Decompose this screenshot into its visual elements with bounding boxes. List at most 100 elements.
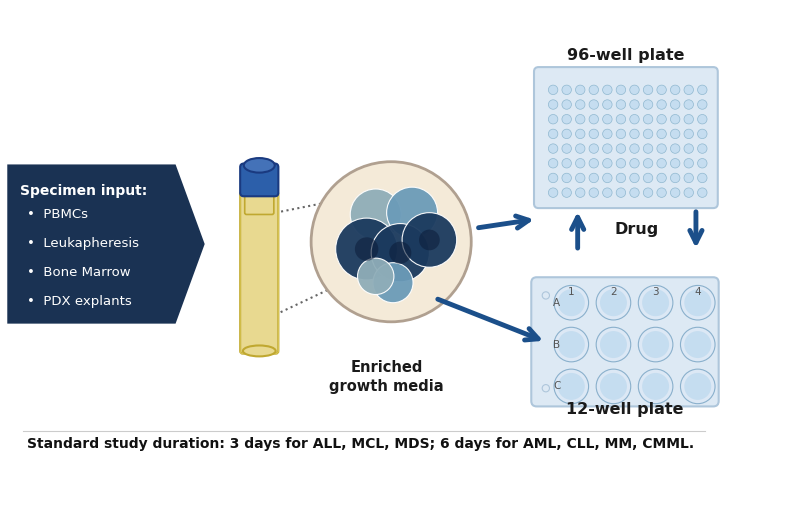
Circle shape (575, 129, 585, 139)
Circle shape (638, 285, 673, 320)
Circle shape (643, 173, 653, 183)
Circle shape (616, 100, 626, 110)
Circle shape (616, 144, 626, 153)
Circle shape (643, 115, 653, 124)
Circle shape (575, 85, 585, 94)
Circle shape (602, 115, 612, 124)
Circle shape (562, 100, 571, 110)
Circle shape (355, 237, 378, 261)
Circle shape (600, 373, 627, 400)
Text: •  Bone Marrow: • Bone Marrow (27, 266, 131, 279)
Circle shape (596, 369, 630, 404)
Circle shape (670, 144, 680, 153)
Text: 96-well plate: 96-well plate (567, 48, 685, 63)
Circle shape (657, 144, 666, 153)
Circle shape (589, 85, 598, 94)
Circle shape (630, 188, 639, 197)
Circle shape (684, 188, 694, 197)
Circle shape (657, 158, 666, 168)
Text: A: A (553, 298, 560, 308)
Circle shape (419, 229, 440, 250)
Circle shape (589, 100, 598, 110)
Circle shape (589, 129, 598, 139)
Circle shape (589, 115, 598, 124)
Circle shape (684, 289, 711, 316)
Circle shape (562, 173, 571, 183)
Circle shape (575, 158, 585, 168)
FancyBboxPatch shape (534, 67, 718, 208)
Circle shape (643, 100, 653, 110)
Circle shape (562, 144, 571, 153)
Circle shape (670, 115, 680, 124)
Circle shape (657, 115, 666, 124)
Circle shape (698, 85, 707, 94)
FancyBboxPatch shape (245, 191, 274, 214)
Circle shape (643, 158, 653, 168)
Circle shape (681, 285, 715, 320)
Circle shape (596, 327, 630, 362)
Text: B: B (553, 339, 560, 350)
Circle shape (657, 100, 666, 110)
Circle shape (616, 188, 626, 197)
Circle shape (642, 289, 669, 316)
Circle shape (698, 115, 707, 124)
Circle shape (642, 331, 669, 358)
Circle shape (698, 100, 707, 110)
Circle shape (698, 144, 707, 153)
Circle shape (684, 144, 694, 153)
Circle shape (602, 144, 612, 153)
Circle shape (602, 158, 612, 168)
Text: 2: 2 (610, 287, 617, 297)
Circle shape (643, 129, 653, 139)
Text: •  Leukapheresis: • Leukapheresis (27, 237, 139, 250)
Circle shape (670, 188, 680, 197)
Circle shape (681, 327, 715, 362)
Circle shape (684, 331, 711, 358)
Circle shape (542, 385, 550, 392)
Circle shape (681, 369, 715, 404)
Circle shape (558, 331, 585, 358)
Polygon shape (7, 165, 205, 324)
Circle shape (548, 144, 558, 153)
Circle shape (630, 129, 639, 139)
Circle shape (371, 224, 430, 282)
Ellipse shape (243, 346, 276, 357)
Circle shape (602, 188, 612, 197)
Circle shape (358, 258, 394, 294)
Circle shape (554, 369, 589, 404)
Circle shape (616, 85, 626, 94)
Circle shape (698, 173, 707, 183)
Circle shape (684, 85, 694, 94)
Circle shape (575, 144, 585, 153)
Text: 4: 4 (694, 287, 701, 297)
Ellipse shape (244, 158, 274, 173)
Circle shape (589, 144, 598, 153)
Circle shape (602, 85, 612, 94)
Circle shape (616, 158, 626, 168)
Text: C: C (553, 381, 561, 391)
Circle shape (602, 173, 612, 183)
FancyBboxPatch shape (531, 277, 718, 406)
Circle shape (558, 289, 585, 316)
Circle shape (642, 373, 669, 400)
Text: Enriched
growth media: Enriched growth media (330, 360, 444, 393)
Circle shape (698, 129, 707, 139)
Circle shape (602, 100, 612, 110)
Circle shape (548, 158, 558, 168)
Circle shape (386, 187, 438, 238)
Circle shape (684, 100, 694, 110)
Circle shape (630, 100, 639, 110)
Text: Drug: Drug (614, 222, 659, 237)
Circle shape (616, 115, 626, 124)
Circle shape (336, 218, 398, 280)
Circle shape (643, 85, 653, 94)
Text: •  PBMCs: • PBMCs (27, 208, 88, 221)
Circle shape (643, 144, 653, 153)
Circle shape (638, 327, 673, 362)
Text: Specimen input:: Specimen input: (20, 184, 147, 198)
Circle shape (684, 373, 711, 400)
Circle shape (630, 158, 639, 168)
Circle shape (643, 188, 653, 197)
Circle shape (548, 173, 558, 183)
Circle shape (390, 242, 411, 264)
